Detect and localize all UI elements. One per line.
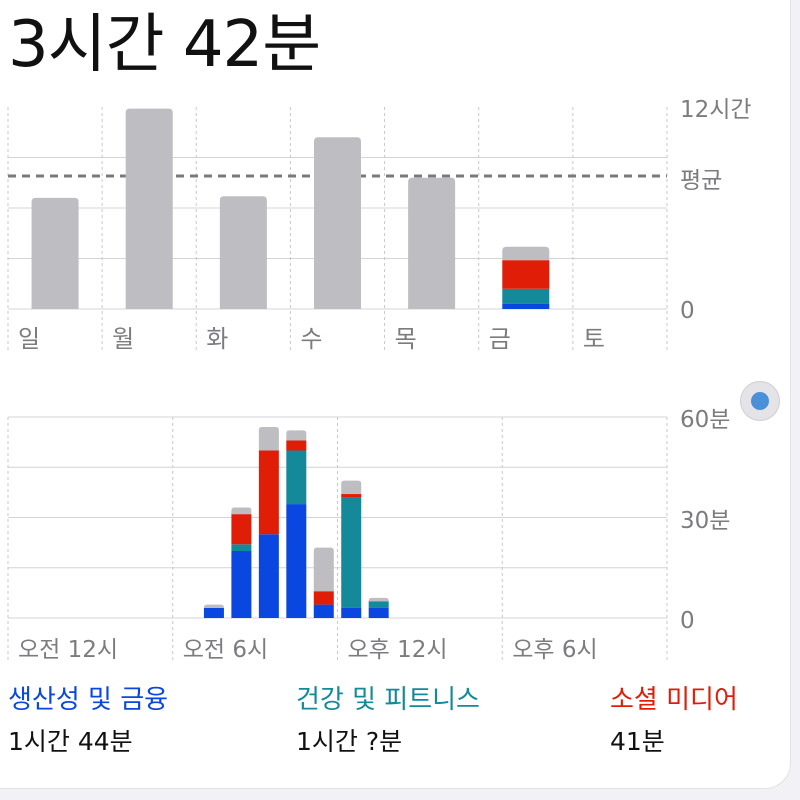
hourly-bar-social — [313, 591, 334, 605]
hourly-bar-social — [231, 514, 252, 545]
hourly-bar-productivity — [313, 604, 334, 618]
category-productivity-value: 1시간 44분 — [8, 727, 133, 756]
weekly-y-avg-label: 평균 — [680, 168, 722, 194]
hourly-bar-other — [231, 507, 252, 515]
hourly-bar-other — [341, 480, 362, 495]
hourly-bar-productivity — [231, 551, 252, 618]
weekly-day-label: 화 — [206, 325, 228, 353]
hourly-bar-productivity — [341, 607, 362, 618]
hourly-x-label: 오전 6시 — [183, 637, 268, 663]
weekly-y-min-label: 0 — [680, 298, 695, 324]
category-social[interactable]: 소셜 미디어 41분 — [610, 682, 800, 760]
hourly-x-label: 오전 12시 — [18, 637, 118, 663]
hourly-bar-other — [368, 597, 389, 602]
weekly-day-label: 일 — [18, 325, 40, 353]
weekly-bar-other — [125, 108, 173, 309]
hourly-bar-other — [203, 604, 224, 608]
category-health[interactable]: 건강 및 피트니스 1시간 ?분 — [296, 682, 546, 760]
weekly-day-label: 금 — [489, 325, 511, 353]
hourly-x-label: 오후 12시 — [348, 637, 448, 663]
hourly-bar-other — [313, 547, 334, 592]
hourly-bar-productivity — [203, 607, 224, 618]
weekly-bar-other — [408, 177, 456, 309]
hourly-bar-health — [368, 601, 389, 608]
weekly-bar-productivity — [502, 303, 550, 309]
weekly-bar-other — [314, 137, 361, 309]
weekly-day-label: 수 — [300, 325, 322, 353]
hourly-bar-other — [286, 430, 307, 441]
weekly-bar-social — [502, 260, 550, 289]
weekly-day-label: 목 — [395, 325, 417, 353]
hourly-bar-productivity — [258, 534, 279, 618]
hourly-bar-productivity — [286, 504, 307, 618]
category-productivity-label: 생산성 및 금융 — [8, 685, 169, 715]
hourly-bar-productivity — [368, 607, 389, 618]
chart-scrubber-handle[interactable] — [740, 381, 780, 421]
hourly-bar-health — [341, 497, 362, 608]
hourly-x-label: 오후 6시 — [512, 637, 597, 663]
hourly-y-max-label: 60분 — [680, 407, 730, 433]
hourly-bar-health — [286, 450, 307, 505]
weekly-bar-other — [219, 196, 267, 309]
category-health-label: 건강 및 피트니스 — [296, 685, 480, 715]
hourly-bar-social — [286, 440, 307, 451]
scrubber-dot-icon — [751, 392, 769, 410]
hourly-bar-social — [258, 450, 279, 535]
category-social-label: 소셜 미디어 — [610, 685, 738, 715]
total-screen-time: 3시간 42분 — [8, 8, 321, 82]
weekly-day-label: 월 — [112, 325, 134, 353]
category-social-value: 41분 — [610, 727, 665, 756]
category-health-value: 1시간 ?분 — [296, 727, 403, 756]
weekly-day-label: 토 — [583, 325, 605, 353]
hourly-bar-other — [258, 427, 279, 451]
category-productivity[interactable]: 생산성 및 금융 1시간 44분 — [8, 682, 258, 760]
weekly-y-max-label: 12시간 — [680, 97, 752, 123]
weekly-bar-other — [502, 246, 550, 261]
hourly-y-mid-label: 30분 — [680, 508, 730, 534]
hourly-bar-health — [231, 544, 252, 551]
hourly-bar-social — [341, 494, 362, 498]
weekly-bar-other — [31, 197, 79, 309]
weekly-bar-health — [502, 288, 550, 304]
hourly-y-min-label: 0 — [680, 608, 695, 634]
